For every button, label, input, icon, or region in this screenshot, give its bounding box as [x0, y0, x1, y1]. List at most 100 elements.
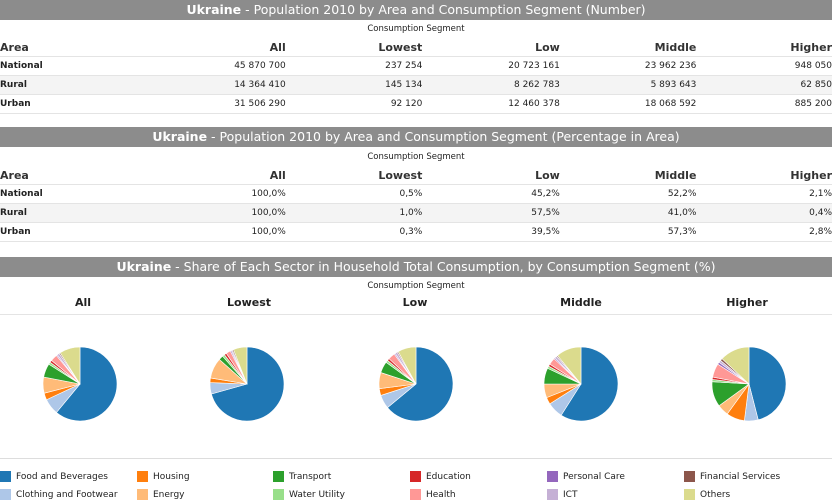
table1-segment-label: Consumption Segment: [367, 24, 465, 34]
legend-item-ict: ICT: [547, 489, 577, 501]
legend-item-food-and-beverages: Food and Beverages: [0, 471, 108, 483]
legend-item-energy: Energy: [137, 489, 185, 501]
cell: 237 254: [285, 56, 423, 76]
row-label: National: [0, 56, 43, 76]
pie-title-lowest: Lowest: [227, 296, 271, 309]
cell: 0,5%: [285, 184, 423, 204]
legend-swatch: [0, 471, 11, 482]
col-header-higher: Higher: [790, 40, 832, 54]
population-number-table: Area All Lowest Low Middle Higher Nation…: [0, 38, 832, 114]
pie-slice-food-and-beverages: [748, 346, 787, 421]
table1-title: - Population 2010 by Area and Consumptio…: [241, 2, 646, 17]
pie-slice-food-and-beverages: [387, 346, 454, 422]
legend-label: Food and Beverages: [16, 472, 108, 482]
col-header-all: All: [269, 168, 286, 182]
table2-country: Ukraine: [152, 129, 208, 144]
legend-item-transport: Transport: [273, 471, 331, 483]
legend-label: ICT: [563, 490, 578, 500]
table1-title-bar: Ukraine - Population 2010 by Area and Co…: [0, 0, 832, 20]
legend-swatch: [137, 471, 148, 482]
col-header-all: All: [269, 40, 286, 54]
cell: 20 723 161: [422, 56, 560, 76]
cell: 8 262 783: [422, 75, 560, 95]
legend-swatch: [684, 489, 695, 500]
col-header-lowest: Lowest: [378, 168, 423, 182]
cell: 0,4%: [696, 203, 832, 223]
pie-slice-others: [59, 346, 81, 386]
cell: 18 068 592: [559, 94, 697, 114]
cell: 41,0%: [559, 203, 697, 223]
cell: 948 050: [696, 56, 832, 76]
legend-swatch: [137, 489, 148, 500]
legend-swatch: [547, 471, 558, 482]
legend-label: Personal Care: [563, 472, 625, 482]
table2-segment-label: Consumption Segment: [367, 152, 465, 162]
pie-slice-others: [721, 346, 750, 385]
pie-low: [378, 346, 454, 422]
cell: 0,3%: [285, 222, 423, 242]
legend-swatch: [547, 489, 558, 500]
legend-item-clothing-and-footwear: Clothing and Footwear: [0, 489, 118, 501]
divider: [0, 458, 832, 459]
table2-title-bar: Ukraine - Population 2010 by Area and Co…: [0, 127, 832, 147]
col-header-area: Area: [0, 40, 29, 54]
pie-slice-others: [233, 346, 248, 385]
legend-label: Health: [426, 490, 456, 500]
pie-title-all: All: [74, 296, 92, 309]
cell: 885 200: [696, 94, 832, 114]
row-label: Urban: [0, 222, 43, 242]
legend-swatch: [410, 471, 421, 482]
legend-label: Education: [426, 472, 471, 482]
table1-country: Ukraine: [186, 2, 242, 17]
table-row: Rural 100,0% 1,0% 57,5% 41,0% 0,4%: [0, 203, 832, 223]
row-label: Rural: [0, 203, 43, 223]
pie-slice-others: [556, 346, 582, 385]
legend-swatch: [273, 471, 284, 482]
legend-swatch: [410, 489, 421, 500]
legend-item-financial-services: Financial Services: [684, 471, 780, 483]
cell: 31 506 290: [42, 94, 286, 114]
cell: 45 870 700: [42, 56, 286, 76]
pies-country: Ukraine: [116, 259, 172, 274]
cell: 145 134: [285, 75, 423, 95]
legend-label: Financial Services: [700, 472, 781, 482]
cell: 39,5%: [422, 222, 560, 242]
row-label: Urban: [0, 94, 43, 114]
pie-all: [42, 346, 118, 422]
cell: 52,2%: [559, 184, 697, 204]
cell: 12 460 378: [422, 94, 560, 114]
cell: 62 850: [696, 75, 832, 95]
cell: 100,0%: [42, 203, 286, 223]
cell: 2,1%: [696, 184, 832, 204]
legend-item-education: Education: [410, 471, 471, 483]
col-header-lowest: Lowest: [378, 40, 423, 54]
table-row: Urban 31 506 290 92 120 12 460 378 18 06…: [0, 94, 832, 114]
pie-slice-food-and-beverages: [211, 346, 285, 422]
legend-item-personal-care: Personal Care: [547, 471, 625, 483]
table-row: Urban 100,0% 0,3% 39,5% 57,3% 2,8%: [0, 222, 832, 242]
table-row: National 45 870 700 237 254 20 723 161 2…: [0, 56, 832, 76]
legend-item-health: Health: [410, 489, 456, 501]
legend-swatch: [684, 471, 695, 482]
cell: 45,2%: [422, 184, 560, 204]
legend-item-housing: Housing: [137, 471, 190, 483]
pie-lowest: [209, 346, 285, 422]
divider: [0, 314, 832, 315]
cell: 1,0%: [285, 203, 423, 223]
col-header-low: Low: [535, 40, 560, 54]
legend-label: Transport: [289, 472, 332, 482]
pie-slice-food-and-beverages: [560, 346, 619, 422]
pie-slice-others: [397, 346, 417, 385]
pies-segment-label: Consumption Segment: [367, 281, 465, 291]
legend-label: Housing: [153, 472, 190, 482]
pie-title-low: Low: [402, 296, 428, 309]
cell: 2,8%: [696, 222, 832, 242]
col-header-middle: Middle: [654, 168, 697, 182]
cell: 92 120: [285, 94, 423, 114]
legend-label: Others: [700, 490, 731, 500]
col-header-area: Area: [0, 168, 29, 182]
col-header-higher: Higher: [790, 168, 832, 182]
cell: 100,0%: [42, 184, 286, 204]
col-header-low: Low: [535, 168, 560, 182]
row-label: National: [0, 184, 43, 204]
